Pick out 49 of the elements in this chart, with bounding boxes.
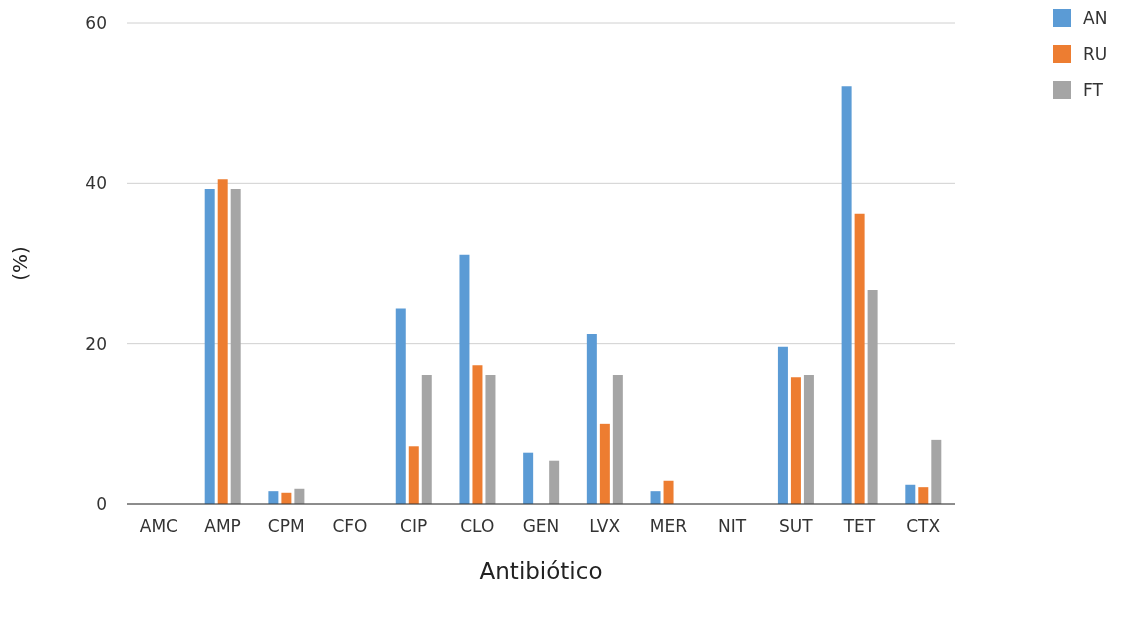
bar bbox=[217, 179, 228, 504]
bar bbox=[650, 491, 661, 504]
y-tick-label: 40 bbox=[85, 173, 107, 194]
x-tick-label: CLO bbox=[460, 516, 495, 537]
bar bbox=[663, 480, 674, 504]
x-tick-label: AMC bbox=[139, 516, 178, 537]
legend-label: FT bbox=[1083, 80, 1103, 100]
x-tick-label: NIT bbox=[718, 516, 747, 537]
bar bbox=[408, 446, 419, 504]
y-tick-label: 0 bbox=[96, 494, 107, 515]
y-axis-title: (%) bbox=[8, 246, 33, 281]
x-tick-label: CIP bbox=[400, 516, 428, 537]
bar bbox=[472, 365, 483, 504]
x-tick-label: CFO bbox=[332, 516, 368, 537]
bar bbox=[931, 439, 942, 504]
x-tick-label: CTX bbox=[906, 516, 941, 537]
legend-label: RU bbox=[1083, 44, 1108, 64]
x-tick-label: TET bbox=[842, 516, 876, 537]
bar bbox=[905, 484, 916, 504]
bar bbox=[790, 377, 801, 504]
bar bbox=[803, 374, 814, 504]
bar bbox=[421, 374, 432, 504]
bar bbox=[599, 423, 610, 504]
bar bbox=[612, 374, 623, 504]
x-tick-label: CPM bbox=[267, 516, 305, 537]
bar bbox=[777, 346, 788, 504]
y-tick-label: 20 bbox=[85, 333, 107, 354]
bar bbox=[294, 488, 305, 504]
bar bbox=[485, 374, 496, 504]
bar bbox=[230, 188, 241, 504]
x-tick-label: AMP bbox=[204, 516, 241, 537]
bar bbox=[395, 308, 406, 504]
x-tick-label: LVX bbox=[589, 516, 621, 537]
x-tick-label: MER bbox=[649, 516, 688, 537]
bar bbox=[459, 254, 470, 504]
x-axis-title: Antibiótico bbox=[479, 558, 603, 584]
bar bbox=[549, 460, 560, 504]
bar bbox=[586, 334, 597, 504]
bar bbox=[268, 491, 279, 504]
y-tick-label: 60 bbox=[85, 13, 107, 34]
bar bbox=[867, 289, 878, 504]
x-tick-label: SUT bbox=[778, 516, 814, 537]
bar bbox=[918, 487, 929, 504]
bar bbox=[204, 188, 215, 504]
bar bbox=[854, 213, 865, 504]
legend-label: AN bbox=[1083, 8, 1108, 28]
bar bbox=[523, 452, 534, 504]
x-tick-label: GEN bbox=[522, 516, 560, 537]
bar bbox=[841, 86, 852, 504]
